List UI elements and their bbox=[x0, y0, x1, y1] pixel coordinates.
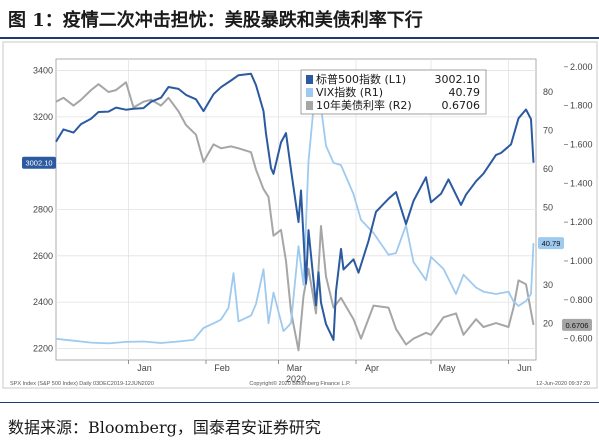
axis-l1-tick: 3400 bbox=[33, 66, 53, 76]
axis-x-tick: Jun bbox=[517, 363, 532, 373]
axis-r2-tick-labels: 0.600 0.800 1.000 1.200 1.400 1.600 1.800 2.000 bbox=[564, 62, 593, 344]
tag-l1 bbox=[22, 156, 56, 169]
axis-x-tick-labels: Jan Feb Mar Apr May Jun bbox=[128, 360, 532, 373]
legend-label: 10年美债利率 (R2) bbox=[316, 98, 412, 112]
axis-x-tick: Feb bbox=[214, 363, 230, 373]
tag-r1-text: 40.79 bbox=[542, 239, 561, 248]
series-line-r2 bbox=[55, 81, 535, 352]
legend-swatch bbox=[306, 101, 313, 110]
source-note: 数据来源：Bloomberg，国泰君安证券研究 bbox=[8, 418, 321, 437]
chart: 2200240026002800300032003400 20304050607… bbox=[2, 41, 598, 389]
footer-right: 12-Jun-2020 09:37:20 bbox=[536, 381, 590, 387]
title-rule bbox=[0, 37, 599, 39]
axis-r2-tick: 1.600 bbox=[570, 139, 593, 149]
legend-label: 标普500指数 (L1) bbox=[316, 72, 406, 86]
series-line-l1 bbox=[55, 72, 535, 341]
gridlines bbox=[56, 59, 536, 360]
axis-r1-tick: 60 bbox=[543, 164, 553, 174]
figure-title: 图 1：疫情二次冲击担忧：美股暴跌和美债利率下行 bbox=[8, 10, 423, 31]
axis-r2-tick: 1.800 bbox=[570, 101, 593, 111]
tag-r2-text: 0.6706 bbox=[566, 321, 589, 330]
axis-r2-tick: 0.600 bbox=[570, 334, 593, 344]
legend-label: VIX指数 (R1) bbox=[316, 85, 383, 99]
tag-r2 bbox=[562, 318, 592, 331]
axis-l1-tick: 2200 bbox=[33, 343, 53, 353]
axis-r1-tick: 70 bbox=[543, 125, 553, 135]
axis-x-tick: Mar bbox=[287, 363, 303, 373]
axis-l1-tick: 2800 bbox=[33, 205, 53, 215]
axis-x-tick: Jan bbox=[137, 363, 152, 373]
axis-r1-tick: 80 bbox=[543, 87, 553, 97]
axis-r2-tick: 0.800 bbox=[570, 295, 593, 305]
year-label: 2020 bbox=[286, 374, 306, 384]
axis-l1-tick: 2400 bbox=[33, 297, 53, 307]
tag-l1-text: 3002.10 bbox=[25, 159, 52, 168]
legend-value: 0.6706 bbox=[442, 99, 481, 112]
axis-x-tick: Apr bbox=[365, 363, 379, 373]
axis-r2-tick: 1.000 bbox=[570, 256, 593, 266]
legend-swatch bbox=[306, 75, 313, 84]
legend-value: 3002.10 bbox=[435, 73, 481, 86]
axis-r1-tick: 50 bbox=[543, 203, 553, 213]
source-rule bbox=[0, 402, 599, 403]
axis-r2-tick: 1.400 bbox=[570, 178, 593, 188]
axis-l1-tick: 3200 bbox=[33, 112, 53, 122]
last-value-tags: 3002.10 40.79 0.6706 bbox=[22, 156, 592, 331]
axis-x-tick: May bbox=[438, 363, 456, 373]
legend-swatch bbox=[306, 88, 313, 97]
chart-footer: SPX Index (S&P 500 Index) Daily 03DEC201… bbox=[10, 380, 590, 387]
axis-r1-tick: 20 bbox=[543, 318, 553, 328]
legend-value: 40.79 bbox=[449, 86, 481, 99]
axis-r1-tick: 30 bbox=[543, 280, 553, 290]
legend: 标普500指数 (L1) 3002.10 VIX指数 (R1) 40.79 10年美债利… bbox=[300, 69, 487, 115]
axis-r2-tick: 2.000 bbox=[570, 62, 593, 72]
axis-r2-tick: 1.200 bbox=[570, 217, 593, 227]
footer-center: Copyright© 2020 Bloomberg Finance L.P. bbox=[249, 380, 351, 387]
footer-left: SPX Index (S&P 500 Index) Daily 03DEC201… bbox=[10, 381, 154, 387]
axis-l1-tick: 2600 bbox=[33, 251, 53, 261]
legend-box bbox=[300, 69, 487, 115]
tag-r1 bbox=[538, 237, 564, 250]
